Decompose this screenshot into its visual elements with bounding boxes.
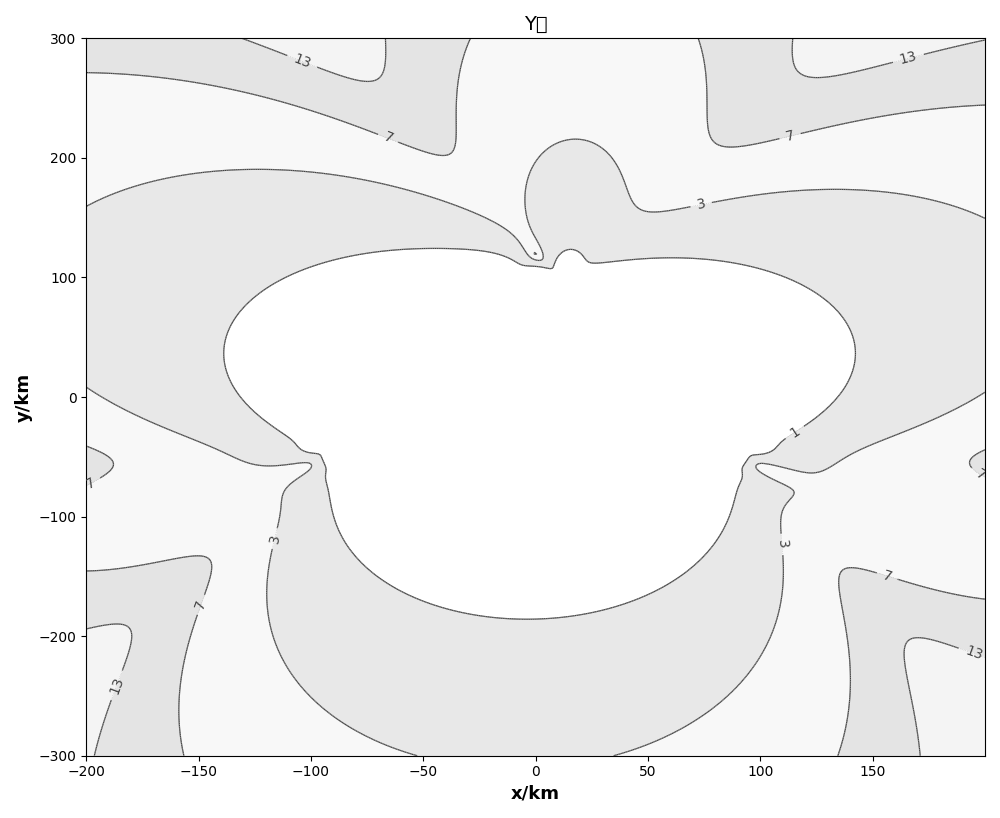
Text: 7: 7 [381, 130, 395, 146]
Text: 13: 13 [898, 49, 919, 67]
Text: 7: 7 [973, 466, 988, 483]
Y-axis label: y/km: y/km [15, 372, 33, 421]
Text: 3: 3 [775, 539, 789, 550]
Text: 13: 13 [963, 644, 984, 663]
Text: 13: 13 [291, 52, 313, 71]
X-axis label: x/km: x/km [511, 785, 560, 803]
Text: 1: 1 [787, 424, 802, 441]
Text: 7: 7 [784, 128, 796, 144]
Title: Y形: Y形 [524, 15, 547, 34]
Text: 7: 7 [193, 598, 209, 611]
Text: 13: 13 [107, 675, 126, 696]
Text: 3: 3 [267, 533, 283, 545]
Text: 7: 7 [881, 568, 893, 584]
Text: 3: 3 [696, 197, 707, 213]
Text: 7: 7 [84, 475, 98, 492]
